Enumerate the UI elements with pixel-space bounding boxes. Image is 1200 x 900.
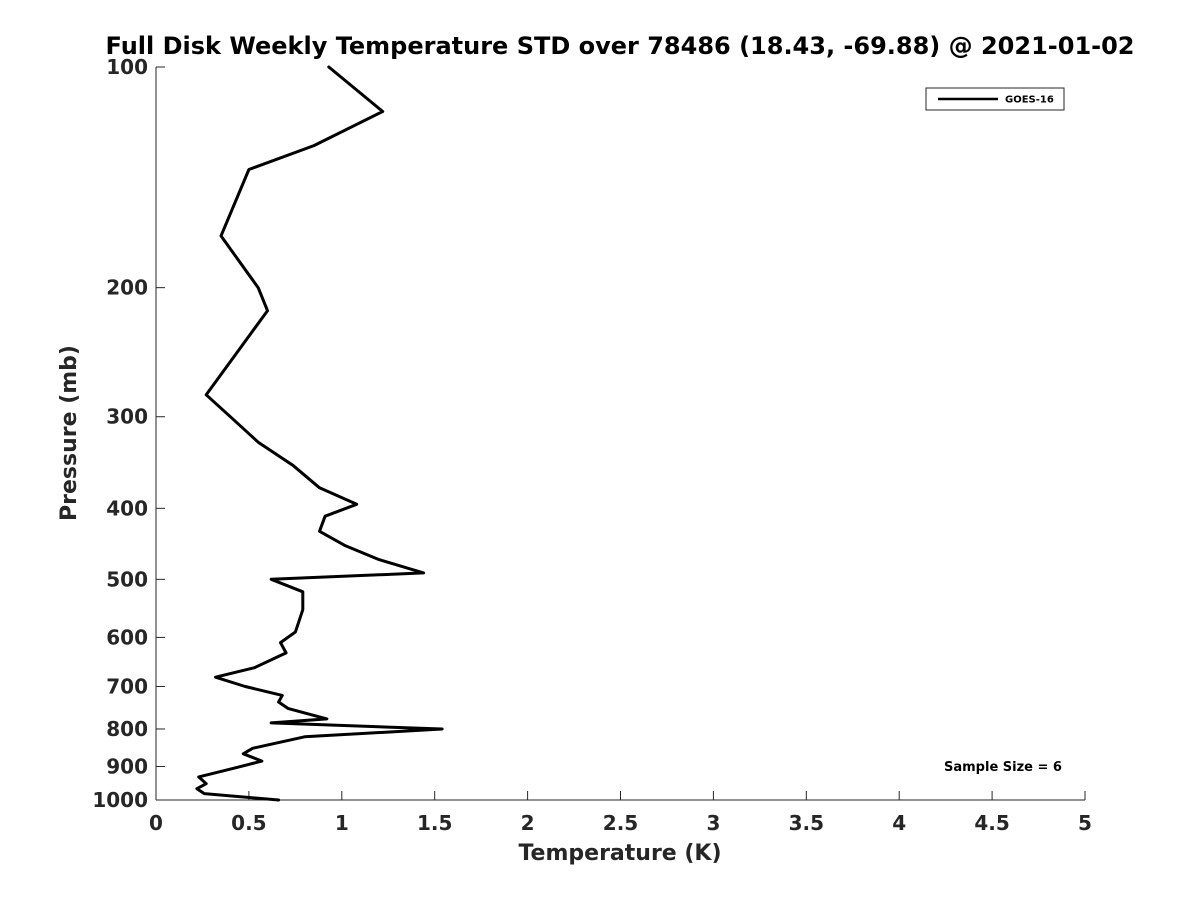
legend-entry-goes-16: GOES-16 bbox=[1005, 95, 1054, 106]
x-tick-label: 0.5 bbox=[231, 811, 266, 835]
x-tick-label: 1.5 bbox=[417, 811, 452, 835]
y-tick-label: 100 bbox=[106, 55, 148, 79]
x-tick-label: 0 bbox=[149, 811, 163, 835]
x-tick-label: 3.5 bbox=[789, 811, 824, 835]
y-axis-label: Pressure (mb) bbox=[57, 345, 82, 521]
y-tick-label: 800 bbox=[106, 717, 148, 741]
x-tick-label: 4.5 bbox=[974, 811, 1009, 835]
y-tick-label: 200 bbox=[106, 276, 148, 300]
x-axis-label: Temperature (K) bbox=[518, 841, 721, 866]
y-tick-label: 700 bbox=[106, 674, 148, 698]
y-tick-label: 400 bbox=[106, 496, 148, 520]
y-tick-label: 900 bbox=[106, 754, 148, 778]
x-tick-label: 1 bbox=[335, 811, 349, 835]
sample-size-annotation: Sample Size = 6 bbox=[944, 760, 1062, 775]
y-axis-ticks: 100 200 300 400 500 600 700 800 900 1000 bbox=[92, 55, 165, 812]
x-tick-label: 2.5 bbox=[603, 811, 638, 835]
y-tick-label: 500 bbox=[106, 567, 148, 591]
x-tick-label: 2 bbox=[521, 811, 535, 835]
x-tick-label: 4 bbox=[892, 811, 906, 835]
x-tick-label: 5 bbox=[1078, 811, 1092, 835]
x-axis-ticks: 0 0.5 1 1.5 2 2.5 3 3.5 4 4.5 5 bbox=[149, 791, 1092, 835]
plot-area bbox=[156, 67, 1085, 800]
series-line-goes-16 bbox=[195, 65, 444, 802]
chart-title: Full Disk Weekly Temperature STD over 78… bbox=[106, 32, 1135, 60]
series-layer bbox=[195, 65, 444, 802]
y-tick-label: 600 bbox=[106, 625, 148, 649]
x-tick-label: 3 bbox=[706, 811, 720, 835]
legend: GOES-16 bbox=[925, 87, 1065, 111]
y-tick-label: 1000 bbox=[92, 788, 148, 812]
y-tick-label: 300 bbox=[106, 405, 148, 429]
